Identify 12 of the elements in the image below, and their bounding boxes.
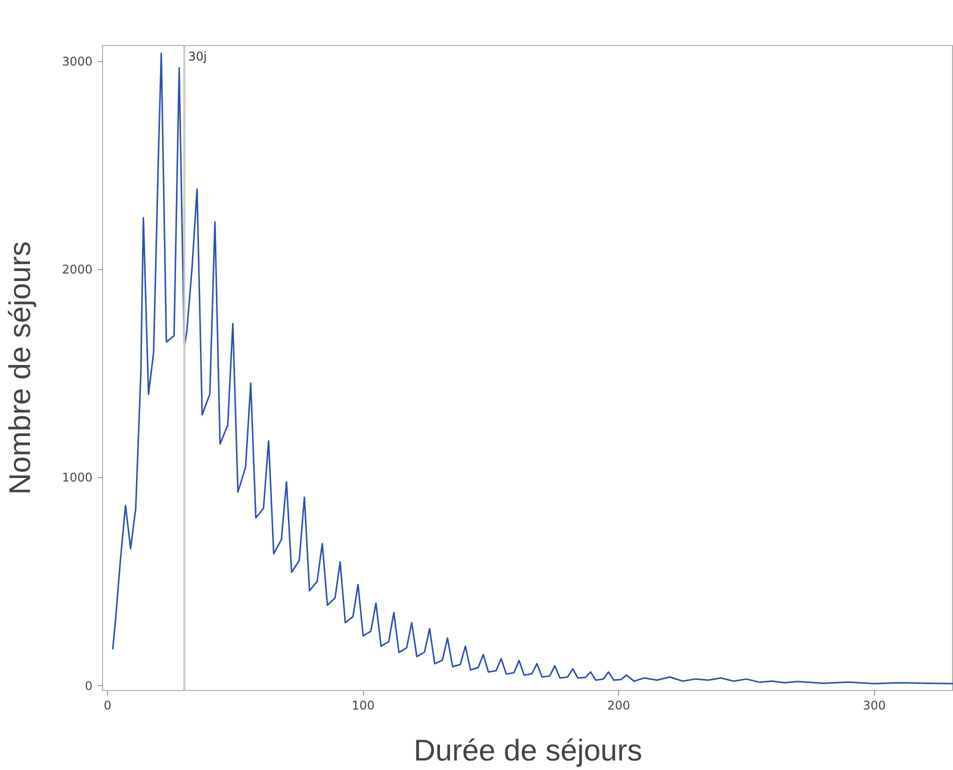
y-tick-label: 1000 [62,470,93,485]
x-axis-title: Durée de séjours [414,734,642,768]
y-tick-label: 2000 [62,262,93,277]
x-tick-label: 300 [862,698,886,712]
x-tick-label: 100 [352,698,375,712]
line-series [112,52,953,684]
ref-line-label: 30j [188,50,207,64]
x-tick-label: 0 [104,698,112,712]
y-axis-title: Nombre de séjours [4,241,37,495]
y-tick-label: 0 [84,678,93,693]
x-tick-label: 200 [607,698,630,712]
y-tick-label: 3000 [62,54,93,69]
